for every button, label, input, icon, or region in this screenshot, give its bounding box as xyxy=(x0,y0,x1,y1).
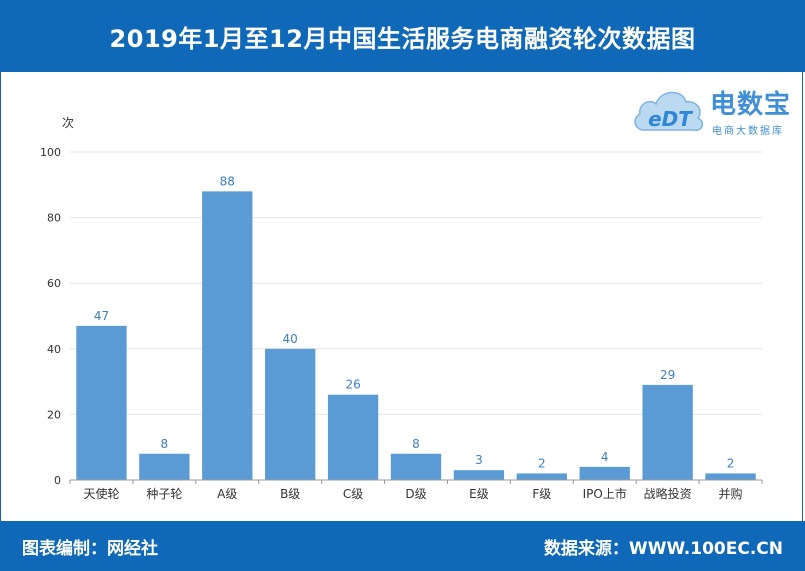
bar-value-label: 4 xyxy=(601,450,609,464)
chart-title: 2019年1月至12月中国生活服务电商融资轮次数据图 xyxy=(109,24,696,53)
x-category-label: 天使轮 xyxy=(83,486,119,501)
footer-bar: 图表编制：网经社 数据来源：WWW.100EC.CN xyxy=(0,521,805,571)
x-category-label: B级 xyxy=(280,487,300,501)
bar xyxy=(390,453,442,480)
x-category-label: A级 xyxy=(217,487,237,501)
bar xyxy=(76,325,127,480)
x-category-label: F级 xyxy=(532,487,551,501)
bar-value-label: 3 xyxy=(475,453,483,467)
x-category-label: IPO上市 xyxy=(583,486,627,501)
bar xyxy=(579,466,630,480)
bar-value-label: 88 xyxy=(220,174,235,188)
bar xyxy=(642,384,693,480)
cloud-logo-icon: eDT xyxy=(634,91,704,131)
logo-brand: 电数宝 xyxy=(710,90,792,120)
y-tick-label: 40 xyxy=(47,343,61,356)
y-tick-label: 100 xyxy=(40,146,61,159)
bar-value-label: 8 xyxy=(412,437,420,451)
bar xyxy=(265,348,316,480)
logo-subtitle: 电商大数据库 xyxy=(712,126,784,137)
logo-icon-text: eDT xyxy=(648,107,693,131)
y-tick-label: 60 xyxy=(47,277,61,290)
bar-value-label: 2 xyxy=(727,456,735,470)
bar xyxy=(516,473,567,480)
x-category-label: 种子轮 xyxy=(146,487,182,501)
x-category-label: C级 xyxy=(343,487,363,501)
y-tick-label: 20 xyxy=(47,408,61,421)
bar-value-label: 2 xyxy=(538,456,546,470)
footer-source: 数据来源：WWW.100EC.CN xyxy=(543,539,783,559)
bars xyxy=(76,191,756,481)
footer-credit: 图表编制：网经社 xyxy=(22,539,158,559)
bar xyxy=(327,394,379,480)
x-category-label: E级 xyxy=(469,487,489,501)
bar-value-label: 40 xyxy=(283,332,298,346)
y-axis-unit: 次 xyxy=(62,116,74,130)
bar xyxy=(705,473,756,480)
bar-value-label: 29 xyxy=(660,368,675,382)
bar xyxy=(202,191,253,481)
x-axis-categories: 天使轮 种子轮 A级 B级 C级 D级 E级 F级 IPO上市 战略投资 并购 xyxy=(69,480,763,501)
bar-value-label: 47 xyxy=(94,309,109,323)
x-category-label: 并购 xyxy=(719,486,743,501)
bar xyxy=(139,453,190,480)
x-category-label: D级 xyxy=(405,487,426,501)
x-category-label: 战略投资 xyxy=(644,486,692,501)
bar-value-label: 8 xyxy=(161,437,169,451)
grid-lines xyxy=(70,151,762,415)
y-tick-label: 0 xyxy=(54,474,61,487)
bar xyxy=(453,470,505,480)
header-bar: 2019年1月至12月中国生活服务电商融资轮次数据图 xyxy=(0,0,805,72)
logo: eDT 电数宝 电商大数据库 xyxy=(630,78,800,140)
bar-value-label: 26 xyxy=(345,378,360,392)
y-tick-label: 80 xyxy=(47,212,61,225)
y-axis-ticks: 0 20 40 60 80 100 xyxy=(40,146,61,487)
